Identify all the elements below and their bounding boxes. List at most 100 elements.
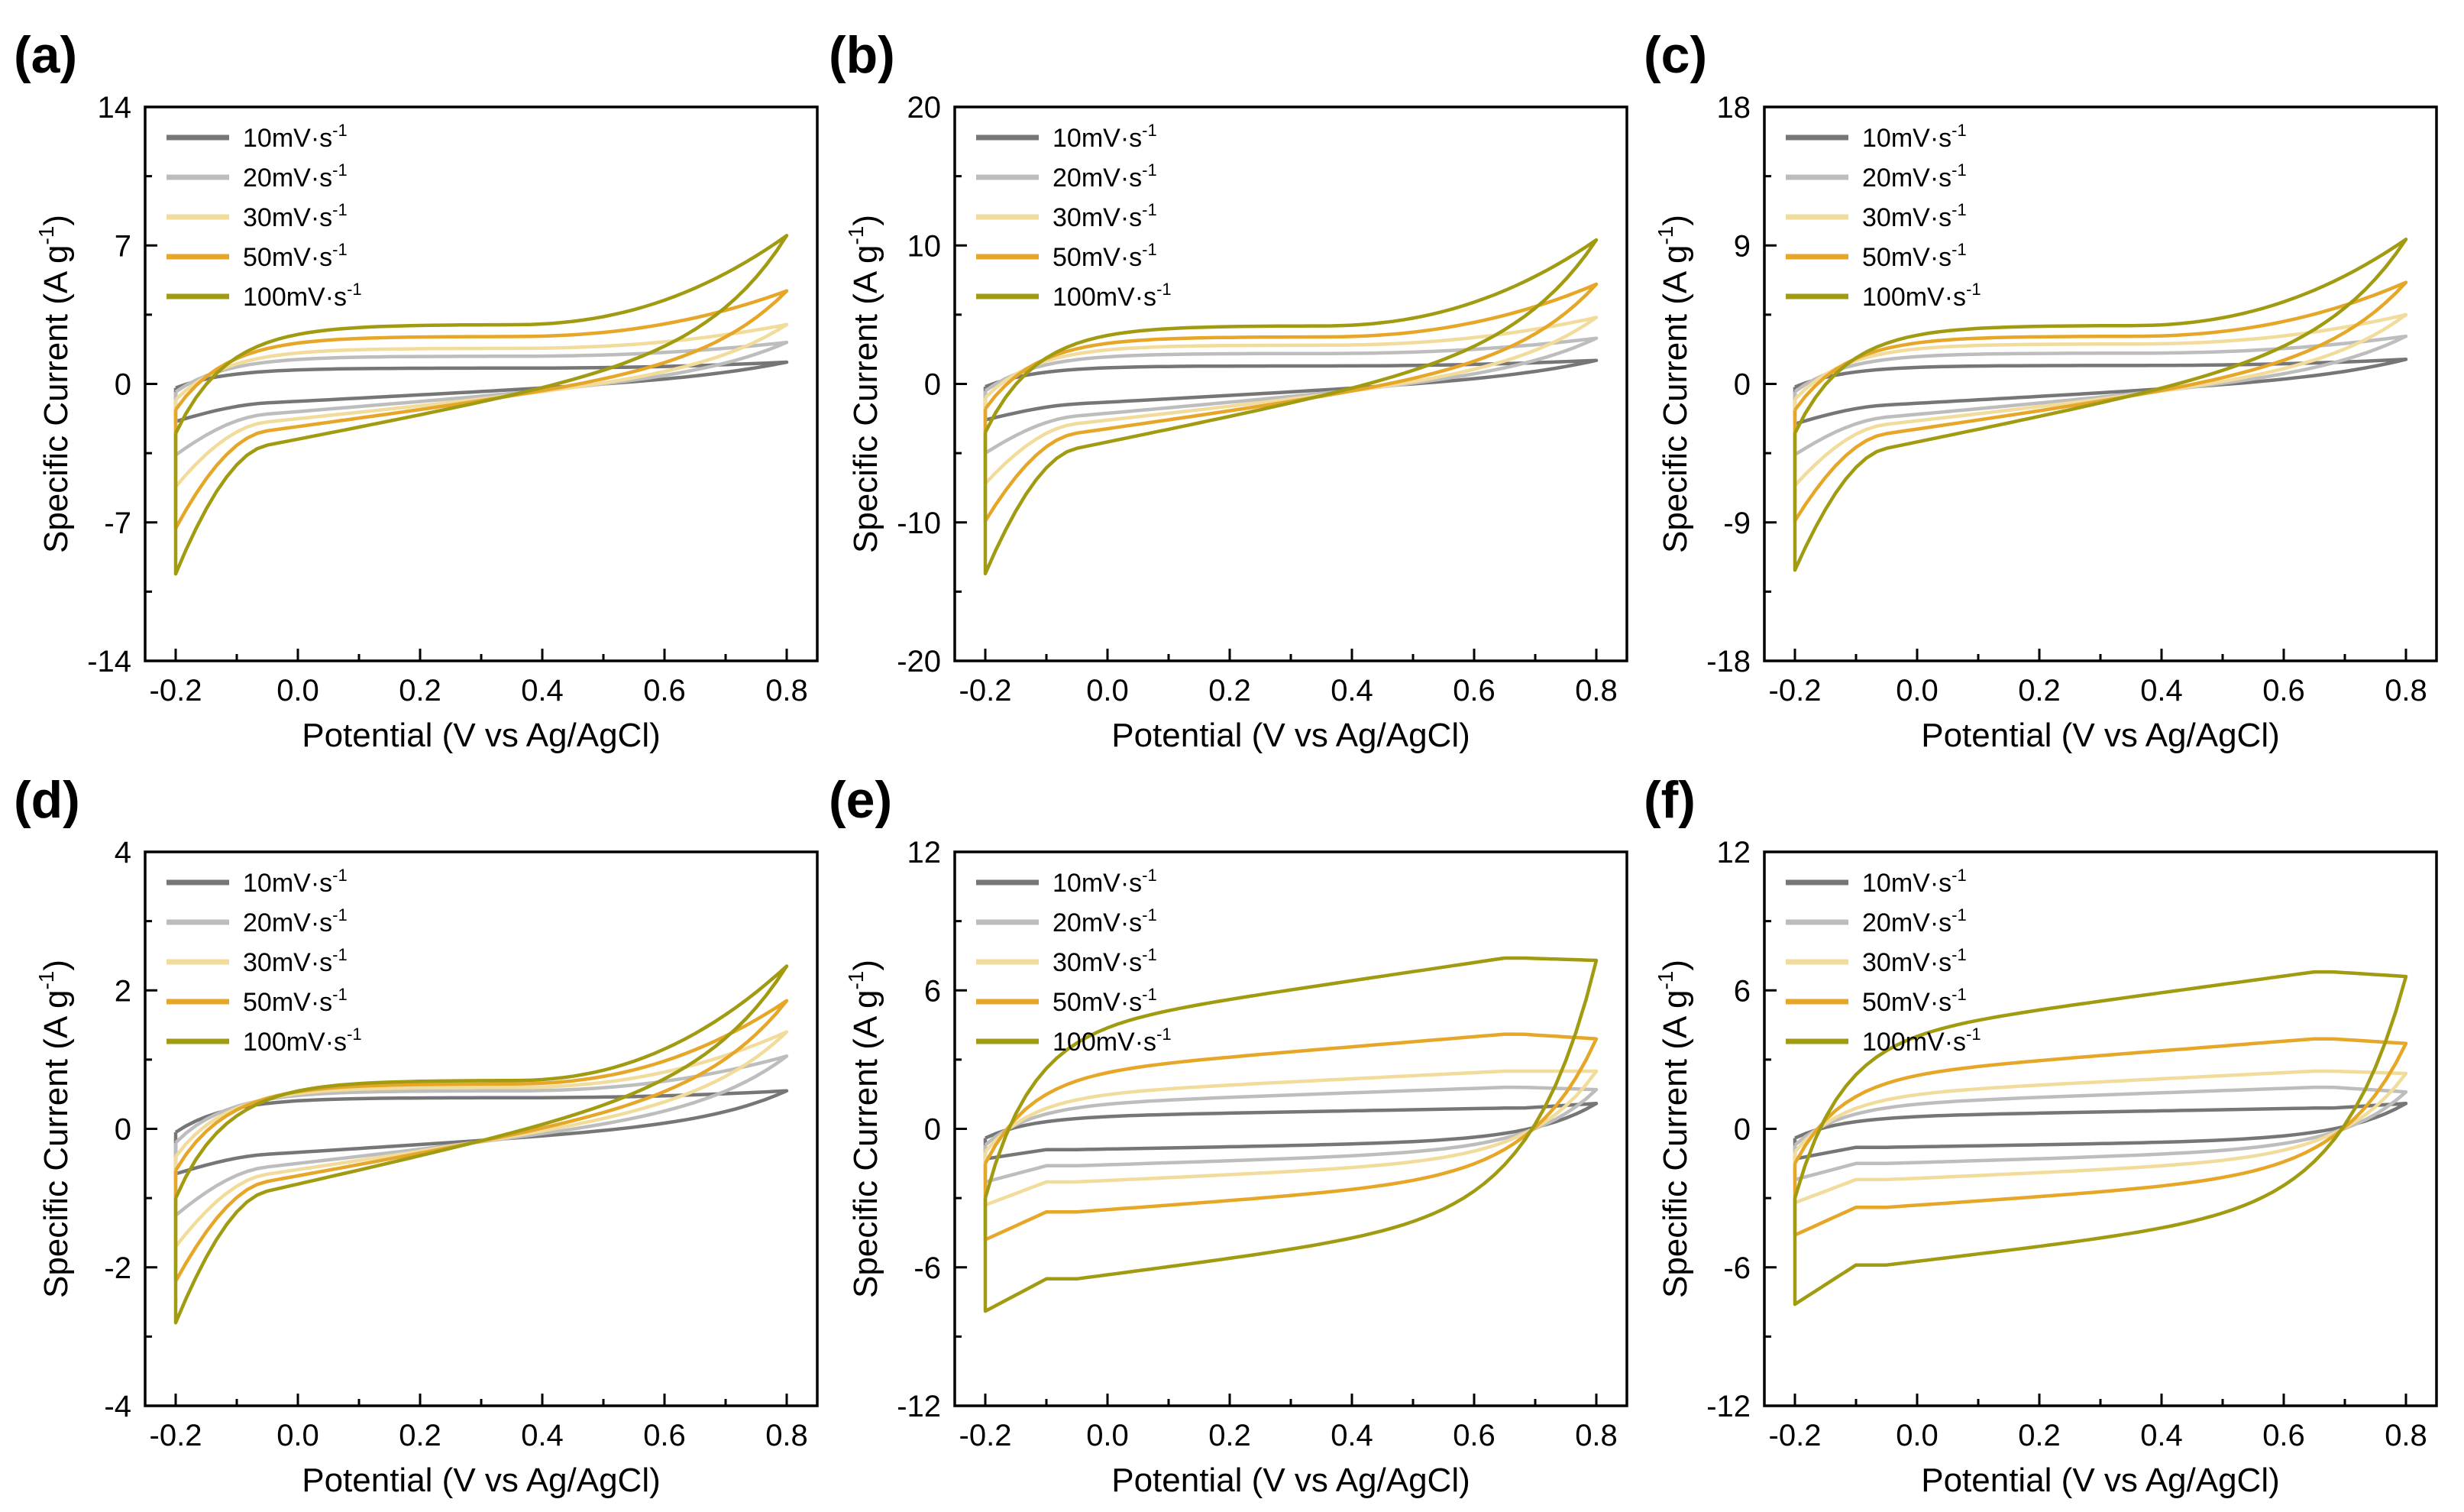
legend-entry: 30mV·s-1 xyxy=(243,945,348,977)
series-line-3 xyxy=(983,316,1599,486)
legend-entry: 20mV·s-1 xyxy=(1862,905,1967,937)
x-tick-label: 0.4 xyxy=(2140,1419,2183,1452)
series-line-1 xyxy=(1793,1102,2408,1161)
x-tick-label: 0.4 xyxy=(1331,1419,1373,1452)
series-line-2 xyxy=(173,1054,789,1218)
x-tick-label: 0.4 xyxy=(2140,674,2183,707)
legend-entry: 20mV·s-1 xyxy=(1053,160,1157,193)
x-tick-label: 0.6 xyxy=(1453,674,1496,707)
legend-entry: 10mV·s-1 xyxy=(1862,866,1967,898)
y-axis-title: Specific Current (A g-1) xyxy=(1654,960,1694,1298)
x-axis-title: Potential (V vs Ag/AgCl) xyxy=(302,1462,661,1499)
chart-panel-c: (c) -0.2 0.0 0.2 0.4 0.6 0.8 -18 -9 0 9 18 Potential… xyxy=(1644,26,2438,754)
legend-entry: 100mV·s-1 xyxy=(1053,280,1172,312)
series-line-4 xyxy=(173,999,789,1284)
panel-label: (d) xyxy=(14,771,80,829)
y-tick-label: -14 xyxy=(87,645,131,678)
legend-entry: 100mV·s-1 xyxy=(1862,280,1981,312)
panel-label: (b) xyxy=(829,26,895,84)
x-axis-title: Potential (V vs Ag/AgCl) xyxy=(1921,1462,2280,1499)
y-tick-label: 12 xyxy=(907,836,942,869)
series-line-1 xyxy=(983,358,1599,422)
x-tick-label: 0.0 xyxy=(276,674,319,707)
x-tick-label: 0.0 xyxy=(276,1419,319,1452)
series-line-4 xyxy=(1793,1037,2408,1237)
y-tick-label: 18 xyxy=(1717,91,1751,125)
x-tick-label: 0.8 xyxy=(2385,1419,2427,1452)
legend-entry: 50mV·s-1 xyxy=(243,985,348,1017)
series-line-4 xyxy=(1793,280,2408,523)
y-tick-label: 0 xyxy=(924,1113,941,1147)
x-tick-label: 0.2 xyxy=(2018,1419,2061,1452)
x-axis-title: Potential (V vs Ag/AgCl) xyxy=(1111,1462,1470,1499)
legend-entry: 100mV·s-1 xyxy=(243,1025,362,1057)
series-line-4 xyxy=(173,289,789,530)
series-line-1 xyxy=(1793,358,2408,426)
x-tick-label: 0.6 xyxy=(2262,674,2305,707)
series-line-5 xyxy=(1793,237,2408,572)
chart-panel-e: (e) -0.2 0.0 0.2 0.4 0.6 0.8 -12 -6 0 6 12 Potential… xyxy=(829,771,1628,1499)
y-tick-label: 2 xyxy=(115,974,131,1008)
legend-entry: 30mV·s-1 xyxy=(243,200,348,232)
y-axis-title: Specific Current (A g-1) xyxy=(844,215,884,553)
series-line-3 xyxy=(1793,312,2408,487)
x-tick-label: 0.4 xyxy=(521,1419,564,1452)
x-tick-label: -0.2 xyxy=(150,674,202,707)
x-tick-label: -0.2 xyxy=(959,1419,1012,1452)
series-line-3 xyxy=(173,322,789,489)
series-line-1 xyxy=(173,360,789,423)
series-line-5 xyxy=(983,238,1599,576)
y-tick-label: -9 xyxy=(1723,507,1751,540)
series-line-5 xyxy=(173,964,789,1325)
x-tick-label: 0.8 xyxy=(765,1419,808,1452)
y-tick-label: 0 xyxy=(1734,368,1751,402)
legend-entry: 50mV·s-1 xyxy=(1862,985,1967,1017)
legend-entry: 50mV·s-1 xyxy=(1053,240,1157,272)
legend-entry: 20mV·s-1 xyxy=(243,905,348,937)
y-tick-label: -12 xyxy=(897,1390,941,1423)
series-line-4 xyxy=(983,1032,1599,1242)
y-tick-label: -10 xyxy=(897,507,941,540)
y-tick-label: -6 xyxy=(1723,1251,1751,1285)
x-tick-label: 0.6 xyxy=(643,674,686,707)
x-tick-label: 0.8 xyxy=(2385,674,2427,707)
x-tick-label: -0.2 xyxy=(959,674,1012,707)
x-tick-label: -0.2 xyxy=(1769,1419,1822,1452)
legend-entry: 10mV·s-1 xyxy=(1862,121,1967,153)
x-tick-label: 0.4 xyxy=(1331,674,1373,707)
legend-entry: 50mV·s-1 xyxy=(243,240,348,272)
y-axis-title: Specific Current (A g-1) xyxy=(844,960,884,1298)
series-line-4 xyxy=(983,282,1599,523)
y-tick-label: -6 xyxy=(913,1251,941,1285)
y-tick-label: 20 xyxy=(907,91,942,125)
y-tick-label: 6 xyxy=(924,974,941,1008)
legend-entry: 20mV·s-1 xyxy=(1053,905,1157,937)
x-tick-label: 0.2 xyxy=(1208,1419,1251,1452)
y-tick-label: -4 xyxy=(104,1390,131,1423)
y-tick-label: 0 xyxy=(924,368,941,402)
y-tick-label: -12 xyxy=(1706,1390,1751,1423)
series-line-5 xyxy=(1793,970,2408,1306)
legend-entry: 10mV·s-1 xyxy=(1053,121,1157,153)
y-axis-title: Specific Current (A g-1) xyxy=(34,960,75,1298)
chart-panel-b: (b) -0.2 0.0 0.2 0.4 0.6 0.8 -20 -10 0 10 20 Potenti… xyxy=(829,26,1628,754)
legend-entry: 50mV·s-1 xyxy=(1862,240,1967,272)
legend-entry: 30mV·s-1 xyxy=(1862,945,1967,977)
legend-entry: 10mV·s-1 xyxy=(243,866,348,898)
x-tick-label: 0.8 xyxy=(1575,1419,1618,1452)
y-tick-label: 6 xyxy=(1734,974,1751,1008)
x-tick-label: 0.2 xyxy=(2018,674,2061,707)
y-tick-label: 4 xyxy=(115,836,131,869)
x-tick-label: 0.6 xyxy=(2262,1419,2305,1452)
legend-entry: 100mV·s-1 xyxy=(1862,1025,1981,1057)
y-tick-label: 0 xyxy=(1734,1113,1751,1147)
x-axis-title: Potential (V vs Ag/AgCl) xyxy=(1111,717,1470,754)
legend-entry: 20mV·s-1 xyxy=(1862,160,1967,193)
legend-entry: 100mV·s-1 xyxy=(1053,1025,1172,1057)
y-tick-label: 7 xyxy=(115,229,131,263)
chart-panel-d: (d) -0.2 0.0 0.2 0.4 0.6 0.8 -4 -2 0 2 4 Potential (… xyxy=(14,771,819,1499)
y-tick-label: 10 xyxy=(907,229,942,263)
series-line-2 xyxy=(983,336,1599,455)
y-tick-label: -18 xyxy=(1706,645,1751,678)
